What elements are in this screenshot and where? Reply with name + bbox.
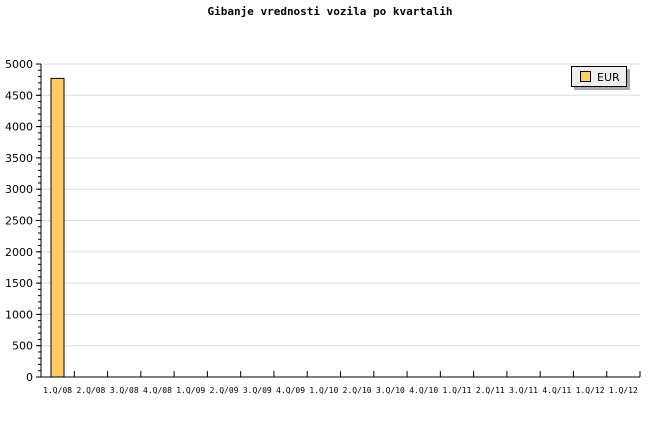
x-tick-label: 2.Q/11 [476, 386, 505, 395]
bar [50, 77, 65, 378]
x-tick-label: 1.Q/08 [43, 386, 72, 395]
x-tick-label: 1.Q/12 [576, 386, 605, 395]
x-tick-label: 3.Q/08 [110, 386, 139, 395]
x-tick-label: 2.Q/10 [343, 386, 372, 395]
y-tick-label: 500 [12, 340, 33, 353]
y-tick-label: 2500 [5, 215, 33, 228]
y-tick-label: 4000 [5, 121, 33, 134]
x-tick-label: 4.Q/10 [409, 386, 438, 395]
chart-title: Gibanje vrednosti vozila po kvartalih [207, 5, 452, 18]
x-tick-label: 2.Q/09 [210, 386, 239, 395]
x-tick-label: 1.Q/11 [443, 386, 472, 395]
x-tick-label: 2.Q/08 [76, 386, 105, 395]
y-tick-label: 1000 [5, 308, 33, 321]
x-tick-label: 4.Q/09 [276, 386, 305, 395]
x-tick-label: 3.Q/09 [243, 386, 272, 395]
y-tick-label: 0 [26, 371, 33, 384]
y-tick-label: 1500 [5, 277, 33, 290]
x-tick-label: 4.Q/08 [143, 386, 172, 395]
x-tick-label: 1.Q/12 [609, 386, 638, 395]
y-tick-label: 4500 [5, 89, 33, 102]
y-tick-label: 3000 [5, 183, 33, 196]
x-tick-label: 3.Q/11 [509, 386, 538, 395]
x-tick-label: 3.Q/10 [376, 386, 405, 395]
x-tick-label: 1.Q/09 [176, 386, 205, 395]
legend-label: EUR [597, 71, 620, 84]
y-tick-label: 5000 [5, 58, 33, 71]
y-tick-label: 2000 [5, 246, 33, 259]
y-tick-label: 3500 [5, 152, 33, 165]
legend-swatch [580, 71, 591, 82]
x-tick-label: 1.Q/10 [309, 386, 338, 395]
x-tick-label: 4.Q/11 [542, 386, 571, 395]
